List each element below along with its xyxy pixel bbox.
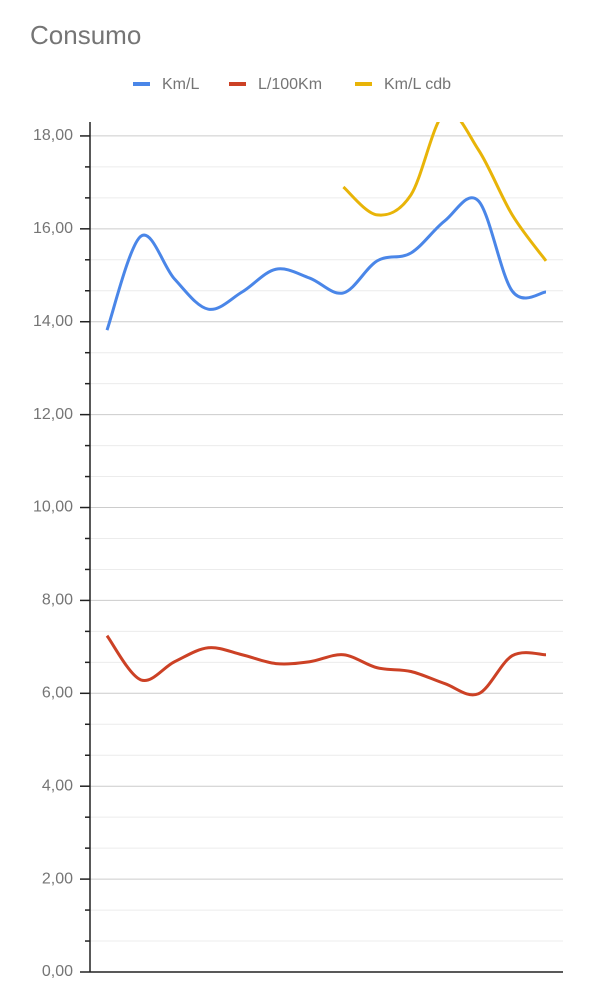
line [105, 196, 547, 331]
y-tick-label: 4,00 [42, 777, 73, 794]
y-tick-label: 8,00 [42, 592, 73, 609]
line [105, 634, 547, 697]
chart-title: Consumo [30, 20, 141, 50]
y-tick-label: 2,00 [42, 870, 73, 887]
y-tick-label: 18,00 [33, 127, 73, 144]
line [342, 122, 548, 262]
plot-area [105, 122, 548, 697]
y-tick-label: 0,00 [42, 963, 73, 980]
legend-label: Km/L [162, 76, 199, 93]
y-tick-label: 14,00 [33, 313, 73, 330]
legend-label: Km/L cdb [384, 76, 451, 93]
y-tick-label: 6,00 [42, 685, 73, 702]
y-tick-label: 16,00 [33, 220, 73, 237]
legend-label: L/100Km [258, 76, 322, 93]
y-tick-label: 12,00 [33, 406, 73, 423]
y-tick-label: 10,00 [33, 499, 73, 516]
